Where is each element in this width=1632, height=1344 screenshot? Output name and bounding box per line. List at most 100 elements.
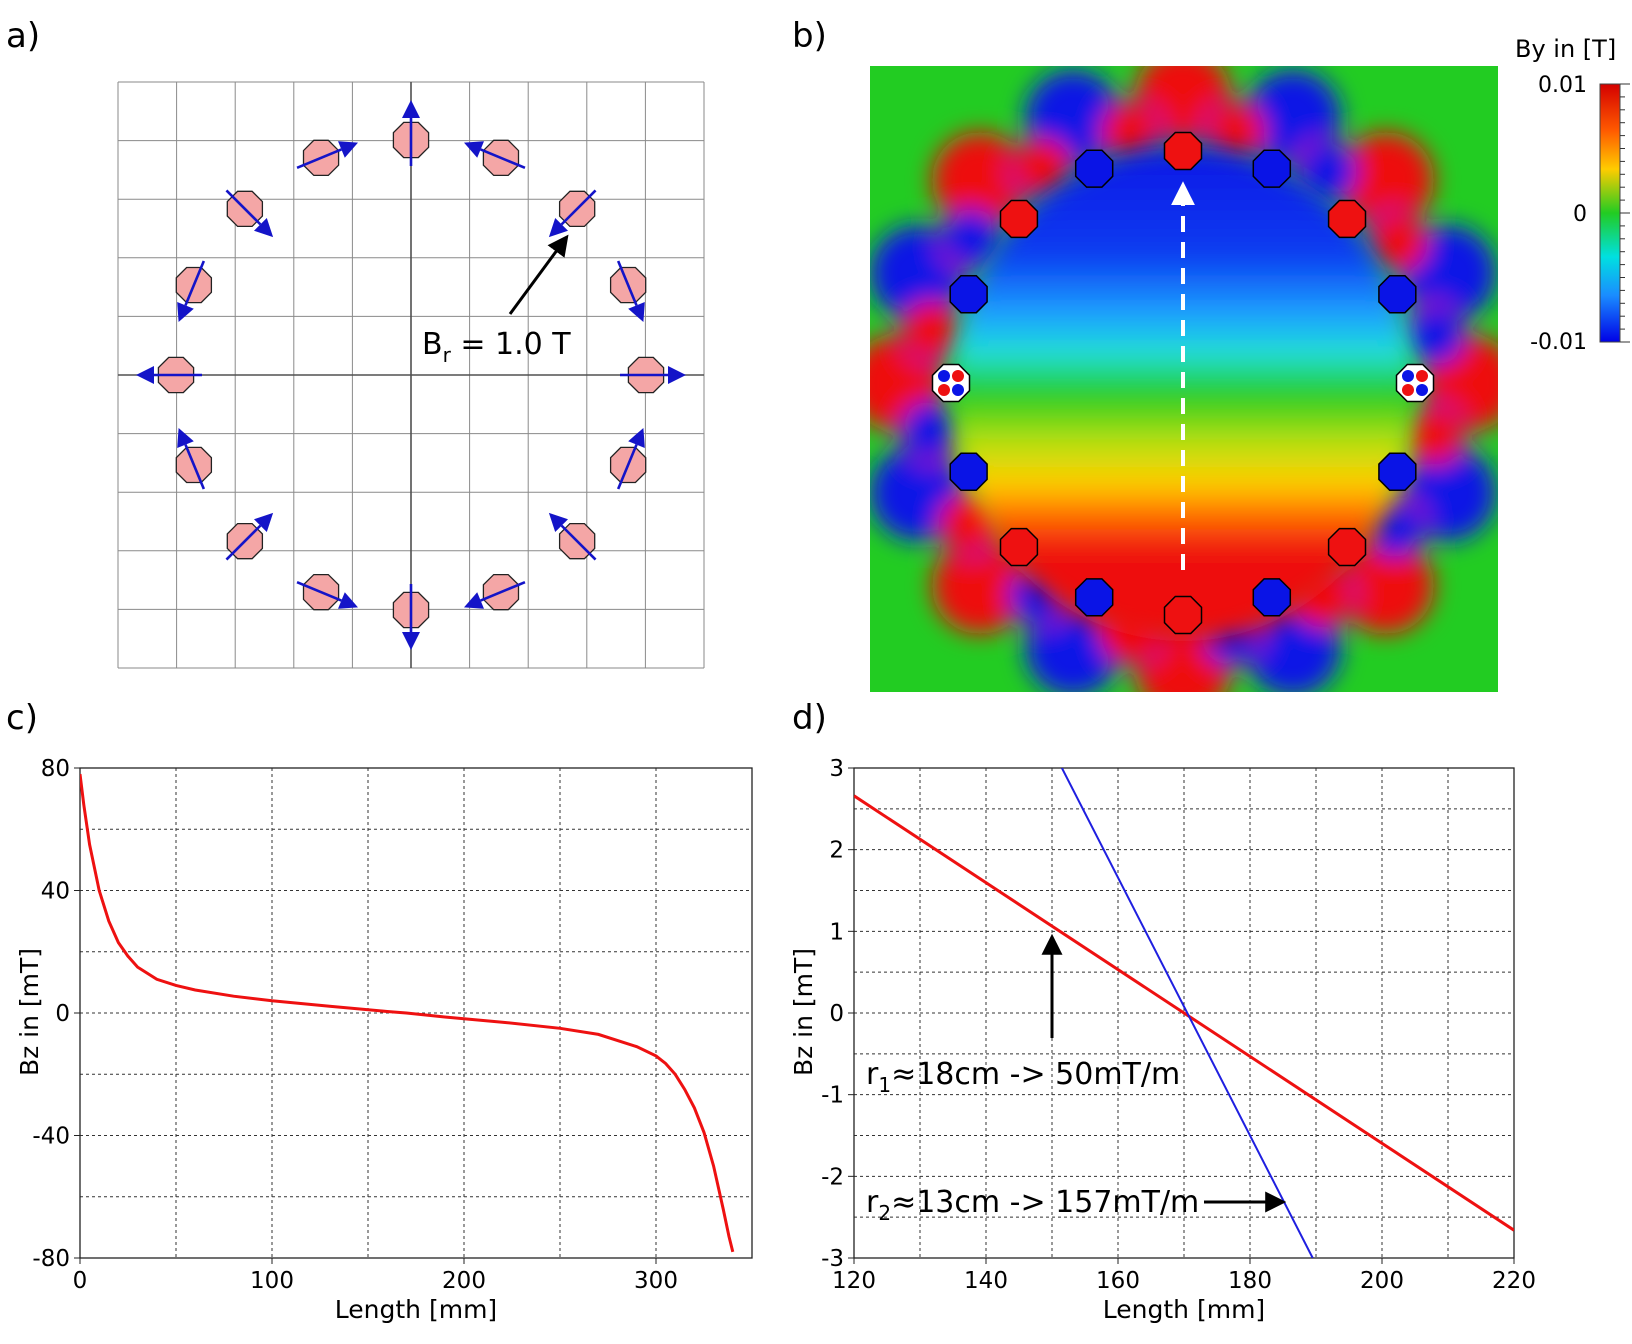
colorbar-tick-label: 0 <box>1573 202 1587 227</box>
panel-b-heatmap: By in [T] 0.01 0 -0.01 <box>870 35 1630 692</box>
magnet-octagon <box>1327 199 1367 239</box>
y-tick-label: -2 <box>821 1164 844 1190</box>
field-lobe <box>1012 138 1073 199</box>
magnetization-arrow <box>184 444 206 490</box>
field-lobe <box>940 208 1001 269</box>
magnet-octagon <box>931 363 971 403</box>
magnetization-arrow <box>560 189 597 226</box>
y-tick-label: -80 <box>32 1246 70 1272</box>
magnet-octagon <box>949 274 988 314</box>
magnetization-arrowhead <box>402 632 420 650</box>
magnet-octagon <box>1395 363 1435 403</box>
magnetization-arrow <box>616 444 638 490</box>
field-lobe <box>1205 101 1266 162</box>
field-lobe <box>901 401 961 461</box>
magnetization-arrowhead <box>177 302 194 322</box>
panel-d-chart: 120 140 160 180 200 220 3 2 1 0 -1 -2 -3 r1≈18cm -> … <box>789 756 1536 1324</box>
quadrupole-lobe <box>1402 370 1414 382</box>
magnet-octagon <box>1252 149 1292 188</box>
r1-gradient-line <box>854 794 1514 1232</box>
colorbar-tick-label: -0.01 <box>1530 330 1587 355</box>
panel-label-c: c) <box>6 698 38 738</box>
y-axis-label: Bz in [mT] <box>789 948 818 1076</box>
quadrupole-lobe <box>938 370 950 382</box>
r2-gradient-line <box>1061 768 1314 1258</box>
magnet-octagon <box>1163 131 1203 171</box>
field-lobe <box>1405 305 1465 365</box>
x-tick-label: 160 <box>1096 1268 1140 1294</box>
magnetization-arrowhead <box>548 218 568 238</box>
x-tick-label: 200 <box>442 1268 486 1294</box>
panel-label-d: d) <box>792 698 827 738</box>
panel-a-grid <box>117 81 705 669</box>
y-axis-label: Bz in [mT] <box>15 948 44 1076</box>
y-tick-label: 80 <box>41 756 70 782</box>
magnetization-arrow <box>225 189 262 226</box>
x-tick-label: 220 <box>1492 1268 1536 1294</box>
x-tick-label: 0 <box>73 1268 88 1294</box>
magnetization-arrowhead <box>338 592 358 609</box>
field-lobe <box>932 132 1029 229</box>
field-lobe <box>1100 101 1161 162</box>
magnetization-arrowhead <box>136 366 154 384</box>
magnetization-arrow <box>480 148 526 170</box>
field-lobe <box>932 537 1029 634</box>
x-axis-label: Length [mm] <box>335 1295 497 1324</box>
panel-a-diagram: Br = 1.0 T <box>117 81 705 669</box>
magnetization-arrowhead <box>254 512 274 532</box>
magnet-octagon <box>999 527 1039 567</box>
y-tick-label: -3 <box>821 1246 844 1272</box>
y-tick-label: 1 <box>829 919 844 945</box>
magnet-octagon <box>1378 452 1417 492</box>
panel-a-magnets <box>136 100 686 650</box>
r2-annotation: r2≈13cm -> 157mT/m <box>866 1185 1199 1225</box>
field-lobe <box>1367 212 1428 273</box>
magnetization-arrowhead <box>668 366 686 384</box>
magnetization-arrowhead <box>254 218 274 238</box>
panel-label-b: b) <box>792 16 827 56</box>
quadrupole-lobe <box>1416 370 1428 382</box>
field-interior <box>951 145 1415 641</box>
field-lobe <box>1337 132 1434 229</box>
colorbar-tick-label: 0.01 <box>1538 73 1587 98</box>
x-tick-label: 300 <box>634 1268 678 1294</box>
quadrupole-lobe <box>1416 384 1428 396</box>
field-lobe <box>1404 405 1465 466</box>
r1-annotation: r1≈18cm -> 50mT/m <box>866 1057 1180 1097</box>
bz-curve <box>80 773 735 1253</box>
magnet-octagon <box>999 199 1039 239</box>
magnetization-arrowhead <box>464 592 484 609</box>
magnetization-arrow <box>296 580 342 602</box>
x-tick-label: 140 <box>964 1268 1008 1294</box>
x-axis-label: Length [mm] <box>1103 1295 1265 1324</box>
x-tick-label: 180 <box>1228 1268 1272 1294</box>
colorbar <box>1599 83 1621 343</box>
y-tick-label: 0 <box>829 1001 844 1027</box>
magnetization-arrow <box>616 260 638 306</box>
magnetization-arrowhead <box>548 512 568 532</box>
colorbar-title: By in [T] <box>1515 35 1616 63</box>
magnet-octagon <box>1074 149 1114 188</box>
panel-c-chart: 0 100 200 300 80 40 0 -40 -80 Length [mm] Bz in … <box>15 756 753 1324</box>
y-tick-label: 3 <box>829 756 844 782</box>
magnetization-arrowhead <box>177 428 194 448</box>
y-tick-label: -1 <box>821 1083 844 1109</box>
y-tick-label: 2 <box>829 838 844 864</box>
magnetization-arrow <box>225 524 262 561</box>
magnet-octagon <box>1074 578 1114 617</box>
magnetization-arrowhead <box>464 141 484 158</box>
magnetization-arrow <box>480 580 526 602</box>
panel-a-annotation-arrow <box>508 234 569 315</box>
magnetization-arrow <box>560 524 597 561</box>
field-lobe <box>1297 140 1358 201</box>
magnet-octagon <box>1378 274 1417 314</box>
magnet-octagon <box>1163 595 1203 635</box>
magnet-octagon <box>1252 578 1292 617</box>
quadrupole-lobe <box>1402 384 1414 396</box>
magnetization-arrowhead <box>628 302 645 322</box>
y-tick-label: 40 <box>41 879 70 905</box>
colorbar-ticks <box>1620 83 1630 343</box>
y-tick-label: -40 <box>32 1124 70 1150</box>
magnetization-arrowhead <box>628 428 645 448</box>
